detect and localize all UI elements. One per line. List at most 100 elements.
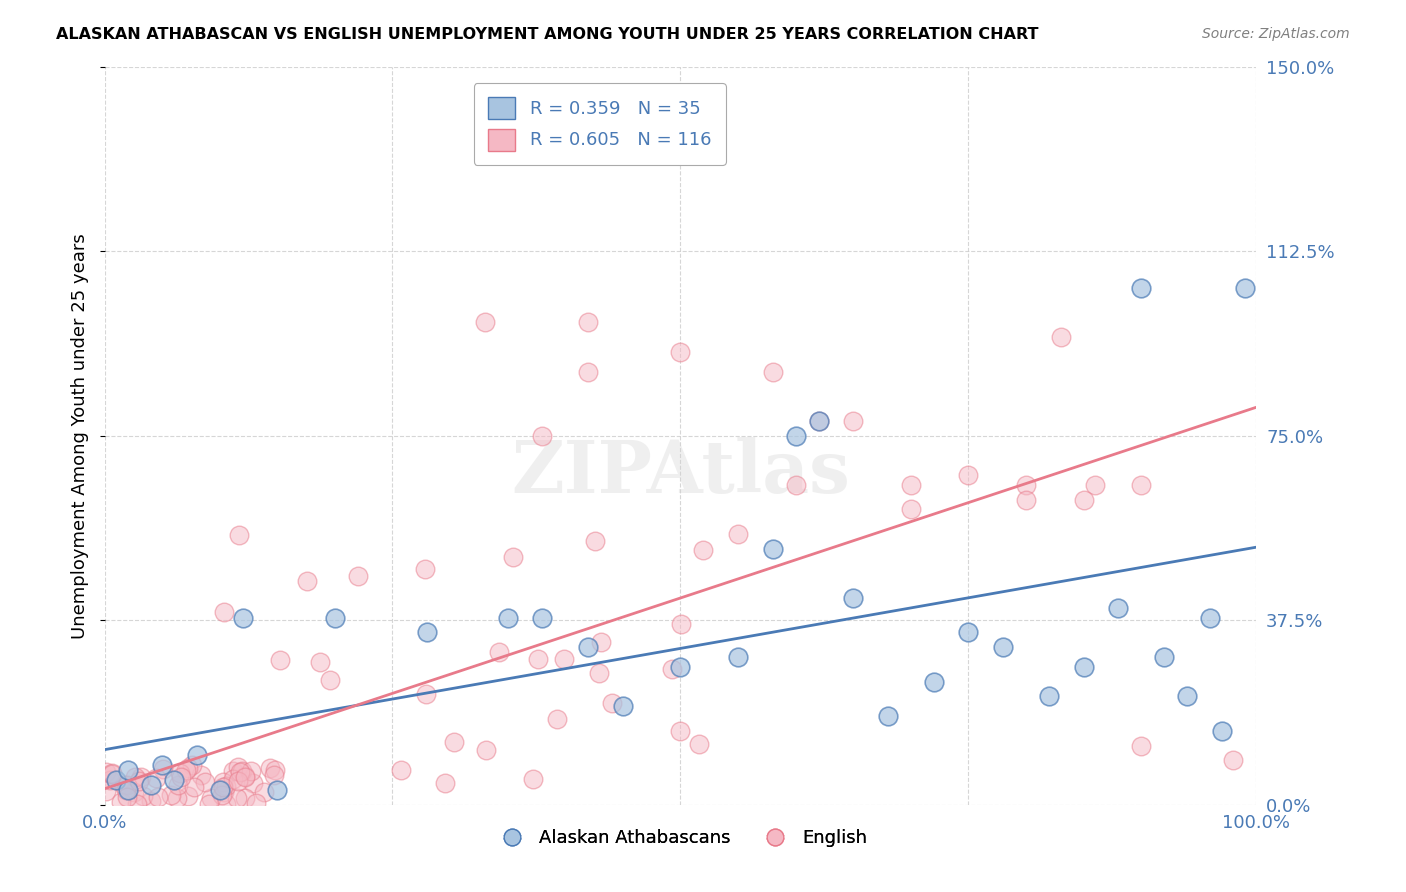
Point — [105, 773, 128, 788]
Point — [115, 783, 138, 797]
Point — [474, 316, 496, 330]
Point — [228, 527, 250, 541]
Point — [177, 761, 200, 775]
Point — [323, 610, 346, 624]
Point — [160, 788, 183, 802]
Point — [692, 542, 714, 557]
Point — [177, 789, 200, 803]
Point — [269, 653, 291, 667]
Point — [94, 783, 117, 797]
Point — [259, 761, 281, 775]
Point — [215, 779, 238, 793]
Point — [842, 414, 865, 428]
Point — [211, 780, 233, 794]
Point — [669, 616, 692, 631]
Point — [211, 788, 233, 802]
Point — [183, 780, 205, 795]
Point — [166, 791, 188, 805]
Point — [309, 655, 332, 669]
Point — [1211, 723, 1233, 738]
Point — [150, 758, 173, 772]
Point — [842, 591, 865, 605]
Point — [688, 737, 710, 751]
Point — [318, 673, 340, 687]
Point — [475, 743, 498, 757]
Point — [546, 712, 568, 726]
Point — [169, 765, 191, 780]
Point — [1107, 600, 1129, 615]
Point — [148, 789, 170, 804]
Point — [263, 767, 285, 781]
Point — [413, 562, 436, 576]
Point — [112, 778, 135, 792]
Point — [98, 772, 121, 787]
Point — [1130, 281, 1153, 295]
Point — [727, 650, 749, 665]
Point — [245, 797, 267, 811]
Point — [727, 527, 749, 541]
Point — [1073, 660, 1095, 674]
Point — [922, 674, 945, 689]
Point — [1049, 330, 1071, 344]
Point — [139, 778, 162, 792]
Point — [576, 365, 599, 379]
Point — [233, 770, 256, 784]
Point — [1038, 690, 1060, 704]
Point — [1130, 739, 1153, 753]
Point — [668, 724, 690, 739]
Point — [222, 764, 245, 778]
Point — [181, 758, 204, 772]
Point — [129, 770, 152, 784]
Point — [531, 610, 554, 624]
Point — [661, 662, 683, 676]
Point — [1084, 478, 1107, 492]
Point — [233, 769, 256, 783]
Point — [167, 778, 190, 792]
Point — [416, 625, 439, 640]
Legend: Alaskan Athabascans, English: Alaskan Athabascans, English — [486, 822, 875, 855]
Point — [900, 478, 922, 492]
Point — [669, 660, 692, 674]
Point — [198, 797, 221, 811]
Point — [233, 790, 256, 805]
Point — [1153, 650, 1175, 665]
Point — [1175, 690, 1198, 704]
Point — [208, 783, 231, 797]
Point — [212, 785, 235, 799]
Point — [807, 414, 830, 428]
Point — [170, 770, 193, 784]
Point — [1233, 281, 1256, 295]
Point — [222, 772, 245, 786]
Point — [583, 534, 606, 549]
Point — [128, 774, 150, 789]
Point — [1015, 492, 1038, 507]
Point — [194, 775, 217, 789]
Point — [389, 763, 412, 777]
Text: Source: ZipAtlas.com: Source: ZipAtlas.com — [1202, 27, 1350, 41]
Point — [190, 768, 212, 782]
Point — [527, 652, 550, 666]
Point — [115, 789, 138, 804]
Point — [297, 574, 319, 588]
Point — [900, 502, 922, 516]
Point — [186, 748, 208, 763]
Point — [242, 776, 264, 790]
Point — [415, 687, 437, 701]
Point — [115, 778, 138, 792]
Point — [347, 569, 370, 583]
Point — [131, 789, 153, 803]
Point — [785, 428, 807, 442]
Point — [531, 428, 554, 442]
Point — [612, 699, 634, 714]
Point — [502, 550, 524, 565]
Point — [226, 773, 249, 788]
Y-axis label: Unemployment Among Youth under 25 years: Unemployment Among Youth under 25 years — [72, 233, 89, 639]
Point — [762, 365, 785, 379]
Point — [232, 610, 254, 624]
Point — [226, 760, 249, 774]
Point — [957, 625, 980, 640]
Point — [141, 794, 163, 808]
Point — [576, 640, 599, 655]
Point — [240, 764, 263, 779]
Point — [957, 468, 980, 483]
